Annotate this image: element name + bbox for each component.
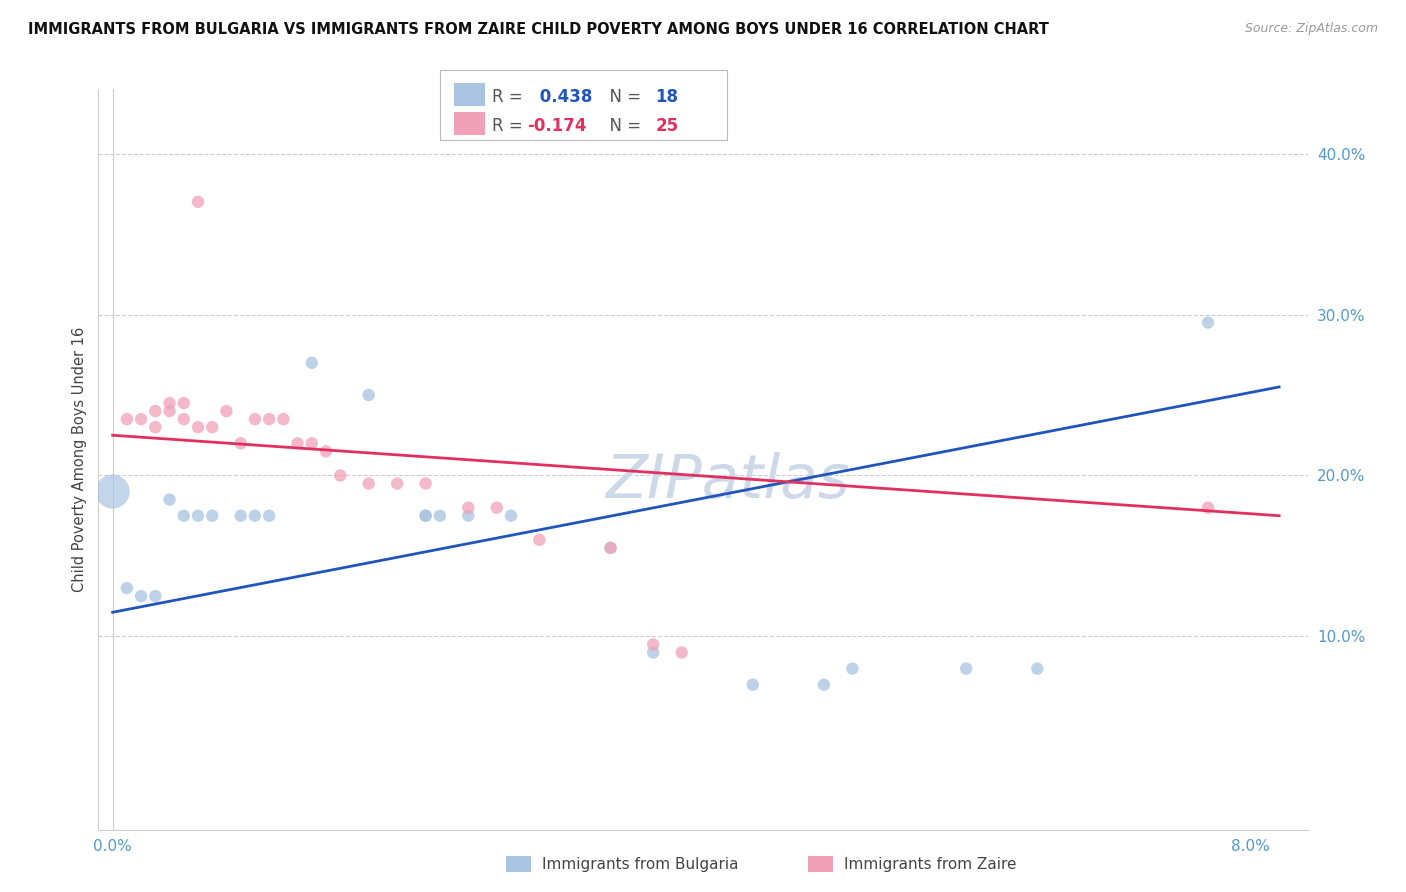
Point bbox=[415, 476, 437, 491]
Text: 18: 18 bbox=[655, 87, 678, 106]
Point bbox=[129, 412, 152, 426]
Text: IMMIGRANTS FROM BULGARIA VS IMMIGRANTS FROM ZAIRE CHILD POVERTY AMONG BOYS UNDER: IMMIGRANTS FROM BULGARIA VS IMMIGRANTS F… bbox=[28, 22, 1049, 37]
Point bbox=[357, 388, 380, 402]
Point bbox=[173, 396, 195, 410]
Point bbox=[143, 404, 166, 418]
Point bbox=[229, 436, 252, 450]
Point bbox=[143, 420, 166, 434]
Point bbox=[385, 476, 408, 491]
Text: -0.174: -0.174 bbox=[527, 117, 586, 136]
Text: Source: ZipAtlas.com: Source: ZipAtlas.com bbox=[1244, 22, 1378, 36]
Point bbox=[457, 500, 479, 515]
Point bbox=[115, 412, 138, 426]
Point bbox=[201, 420, 224, 434]
Point bbox=[159, 396, 181, 410]
Text: R =: R = bbox=[492, 87, 529, 106]
Point bbox=[671, 646, 693, 660]
Point bbox=[813, 678, 835, 692]
Point bbox=[243, 412, 266, 426]
Point bbox=[257, 508, 280, 523]
Point bbox=[215, 404, 238, 418]
Text: N =: N = bbox=[599, 117, 647, 136]
Point bbox=[301, 436, 323, 450]
Point bbox=[301, 356, 323, 370]
Point bbox=[159, 492, 181, 507]
Point bbox=[643, 637, 665, 651]
Point bbox=[955, 662, 977, 676]
Point bbox=[415, 508, 437, 523]
Text: R =: R = bbox=[492, 117, 529, 136]
Point bbox=[499, 508, 522, 523]
Point bbox=[643, 646, 665, 660]
Point bbox=[329, 468, 352, 483]
Point bbox=[187, 420, 209, 434]
Text: N =: N = bbox=[599, 87, 647, 106]
Point bbox=[457, 508, 479, 523]
Point bbox=[841, 662, 863, 676]
Point bbox=[229, 508, 252, 523]
Point bbox=[357, 476, 380, 491]
Point bbox=[529, 533, 551, 547]
Point bbox=[243, 508, 266, 523]
Text: ZIPatlas: ZIPatlas bbox=[605, 452, 849, 511]
Point bbox=[201, 508, 224, 523]
Point bbox=[173, 508, 195, 523]
Point bbox=[415, 508, 437, 523]
Point bbox=[143, 589, 166, 603]
Point bbox=[159, 404, 181, 418]
Point bbox=[741, 678, 763, 692]
Point bbox=[257, 412, 280, 426]
Point bbox=[129, 589, 152, 603]
Point bbox=[1197, 316, 1219, 330]
Point bbox=[315, 444, 337, 458]
Text: Immigrants from Bulgaria: Immigrants from Bulgaria bbox=[543, 857, 738, 871]
Point bbox=[599, 541, 621, 555]
Point bbox=[429, 508, 451, 523]
Point bbox=[187, 508, 209, 523]
Point bbox=[1197, 500, 1219, 515]
Point bbox=[101, 484, 124, 499]
Point bbox=[187, 194, 209, 209]
Point bbox=[485, 500, 508, 515]
Text: Immigrants from Zaire: Immigrants from Zaire bbox=[845, 857, 1017, 871]
Point bbox=[599, 541, 621, 555]
Point bbox=[173, 412, 195, 426]
Point bbox=[273, 412, 295, 426]
Point bbox=[1026, 662, 1049, 676]
Y-axis label: Child Poverty Among Boys Under 16: Child Poverty Among Boys Under 16 bbox=[72, 326, 87, 592]
Text: 0.438: 0.438 bbox=[534, 87, 593, 106]
Point bbox=[115, 581, 138, 595]
Point bbox=[287, 436, 309, 450]
Text: 25: 25 bbox=[655, 117, 678, 136]
